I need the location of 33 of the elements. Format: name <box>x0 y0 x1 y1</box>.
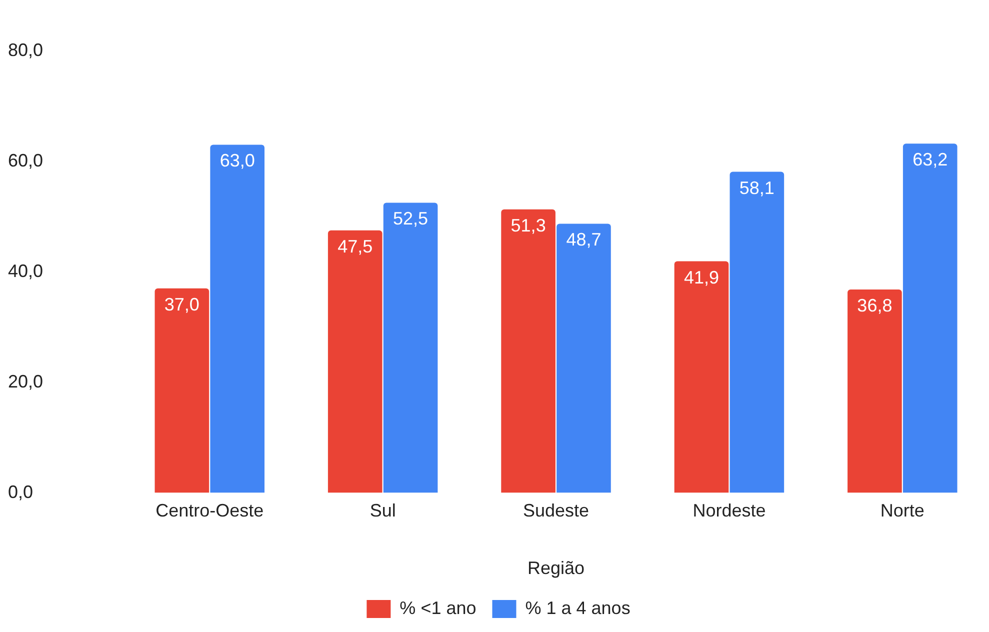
data-label: 47,5 <box>338 236 373 256</box>
bar <box>674 261 729 493</box>
y-tick-label: 60,0 <box>8 150 44 170</box>
y-tick-label: 80,0 <box>8 40 44 60</box>
bar <box>902 144 958 493</box>
x-tick-label: Norte <box>880 500 924 521</box>
data-label: 63,0 <box>220 150 255 171</box>
bar <box>730 172 784 493</box>
legend-label: % 1 a 4 anos <box>525 598 630 618</box>
bar <box>154 288 210 493</box>
data-label: 58,1 <box>739 178 774 198</box>
bar <box>848 289 902 493</box>
y-tick-label: 0,0 <box>8 482 34 502</box>
x-tick-label: Sudeste <box>522 500 590 521</box>
bar <box>328 230 382 493</box>
data-label: 63,2 <box>912 150 948 170</box>
x-axis-title: Região <box>527 558 585 578</box>
legend-label: % <1 ano <box>400 598 476 618</box>
bar <box>556 224 611 493</box>
y-tick-label: 20,0 <box>8 371 44 392</box>
x-tick-label: Centro-Oeste <box>156 500 264 521</box>
data-label: 48,7 <box>566 230 602 250</box>
bar <box>501 209 556 493</box>
data-label: 51,3 <box>510 215 546 236</box>
data-label: 41,9 <box>684 267 720 288</box>
x-tick-label: Sul <box>370 500 396 521</box>
data-label: 36,8 <box>857 295 892 316</box>
y-tick-label: 40,0 <box>8 260 44 281</box>
data-label: 37,0 <box>164 294 200 314</box>
bar <box>210 144 264 493</box>
x-tick-label: Nordeste <box>692 500 766 521</box>
bar <box>383 202 438 493</box>
data-label: 52,5 <box>393 208 428 229</box>
